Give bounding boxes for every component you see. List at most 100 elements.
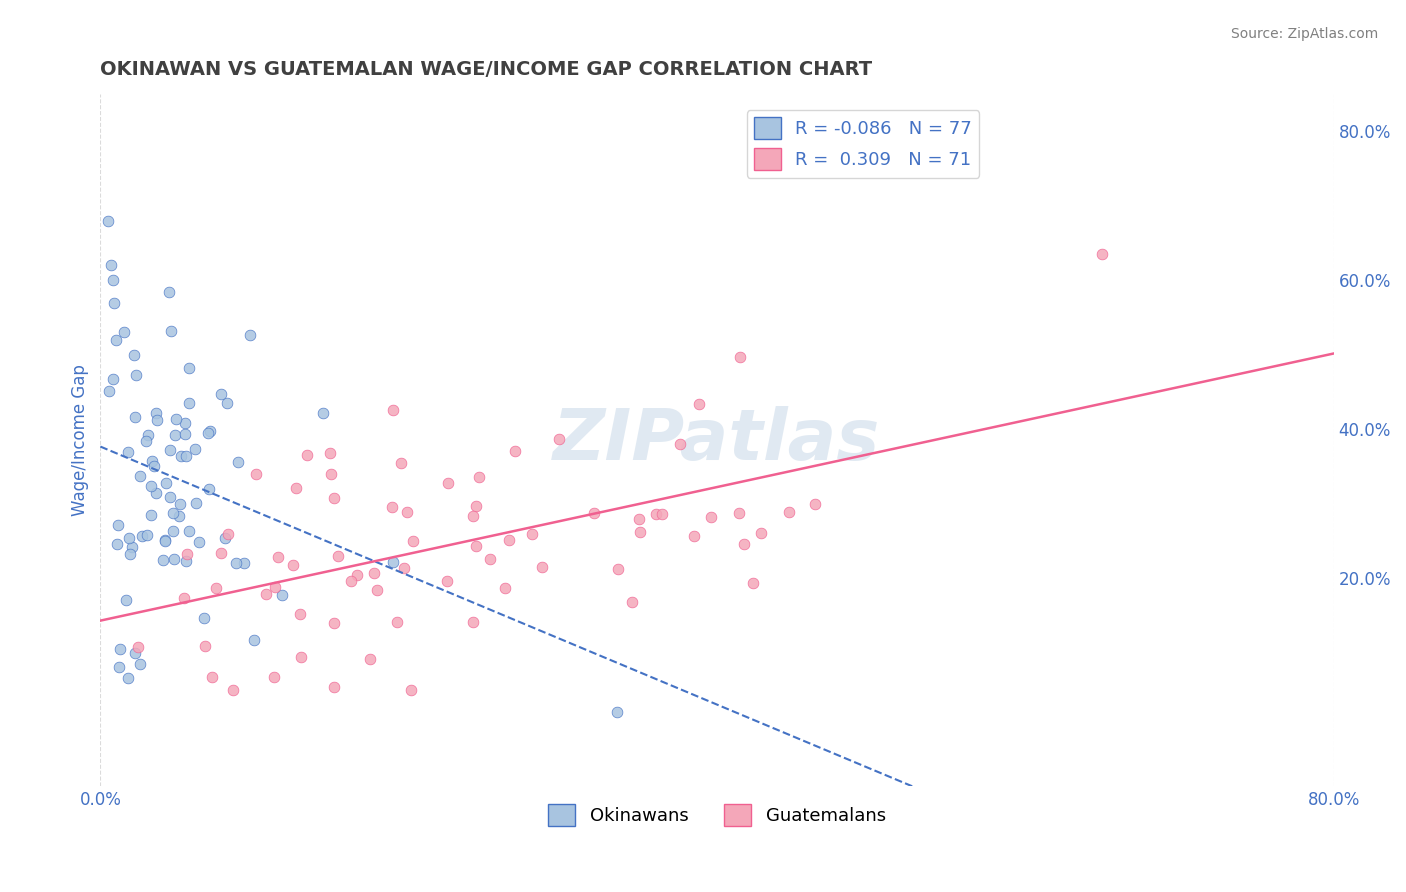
- Point: [214, 531, 236, 545]
- Point: [385, 615, 408, 629]
- Point: [167, 509, 190, 524]
- Point: [217, 526, 239, 541]
- Point: [146, 413, 169, 427]
- Point: [437, 476, 460, 491]
- Point: [267, 549, 290, 564]
- Point: [153, 533, 176, 548]
- Point: [284, 481, 307, 495]
- Point: [162, 506, 184, 520]
- Point: [104, 333, 127, 347]
- Point: [117, 445, 139, 459]
- Point: [733, 537, 755, 551]
- Point: [186, 496, 208, 510]
- Point: [169, 497, 191, 511]
- Point: [498, 533, 520, 547]
- Text: ZIPatlas: ZIPatlas: [554, 406, 880, 475]
- Point: [165, 412, 187, 426]
- Point: [730, 350, 752, 364]
- Point: [226, 455, 249, 469]
- Text: Source: ZipAtlas.com: Source: ZipAtlas.com: [1230, 27, 1378, 41]
- Point: [107, 517, 129, 532]
- Point: [328, 549, 350, 563]
- Point: [135, 434, 157, 448]
- Point: [108, 660, 131, 674]
- Point: [205, 581, 228, 595]
- Point: [157, 285, 180, 300]
- Point: [97, 213, 120, 227]
- Point: [101, 273, 124, 287]
- Point: [606, 705, 628, 719]
- Point: [399, 682, 422, 697]
- Point: [402, 534, 425, 549]
- Point: [340, 574, 363, 589]
- Point: [184, 442, 207, 457]
- Point: [217, 396, 239, 410]
- Point: [688, 397, 710, 411]
- Point: [115, 592, 138, 607]
- Point: [179, 361, 201, 376]
- Point: [125, 368, 148, 383]
- Point: [174, 427, 197, 442]
- Point: [177, 396, 200, 410]
- Point: [98, 384, 121, 398]
- Point: [436, 574, 458, 588]
- Point: [117, 671, 139, 685]
- Point: [118, 547, 141, 561]
- Point: [145, 407, 167, 421]
- Point: [360, 652, 382, 666]
- Point: [323, 491, 346, 505]
- Point: [159, 490, 181, 504]
- Point: [778, 505, 800, 519]
- Point: [163, 551, 186, 566]
- Point: [627, 512, 650, 526]
- Point: [101, 372, 124, 386]
- Point: [503, 443, 526, 458]
- Point: [319, 446, 342, 460]
- Point: [239, 327, 262, 342]
- Point: [468, 470, 491, 484]
- Point: [263, 670, 285, 684]
- Point: [311, 406, 333, 420]
- Point: [136, 528, 159, 542]
- Point: [225, 556, 247, 570]
- Point: [1091, 247, 1114, 261]
- Point: [381, 500, 404, 514]
- Point: [668, 437, 690, 451]
- Point: [322, 680, 344, 694]
- Point: [174, 450, 197, 464]
- Point: [194, 639, 217, 653]
- Point: [346, 567, 368, 582]
- Point: [141, 454, 163, 468]
- Point: [382, 402, 405, 417]
- Point: [495, 581, 517, 595]
- Point: [366, 583, 388, 598]
- Point: [607, 562, 630, 576]
- Point: [188, 534, 211, 549]
- Point: [243, 633, 266, 648]
- Point: [159, 443, 181, 458]
- Point: [628, 525, 651, 540]
- Point: [363, 566, 385, 581]
- Point: [392, 561, 415, 575]
- Point: [582, 506, 605, 520]
- Text: OKINAWAN VS GUATEMALAN WAGE/INCOME GAP CORRELATION CHART: OKINAWAN VS GUATEMALAN WAGE/INCOME GAP C…: [100, 60, 873, 78]
- Point: [174, 554, 197, 568]
- Point: [112, 325, 135, 339]
- Point: [463, 509, 485, 524]
- Point: [131, 529, 153, 543]
- Point: [103, 295, 125, 310]
- Point: [177, 524, 200, 539]
- Point: [254, 587, 277, 601]
- Point: [163, 427, 186, 442]
- Legend: Okinawans, Guatemalans: Okinawans, Guatemalans: [541, 797, 893, 833]
- Point: [395, 505, 418, 519]
- Point: [124, 409, 146, 424]
- Point: [198, 425, 221, 439]
- Point: [749, 526, 772, 541]
- Point: [548, 432, 571, 446]
- Point: [139, 508, 162, 523]
- Point: [201, 671, 224, 685]
- Point: [152, 553, 174, 567]
- Point: [136, 428, 159, 442]
- Point: [700, 510, 723, 524]
